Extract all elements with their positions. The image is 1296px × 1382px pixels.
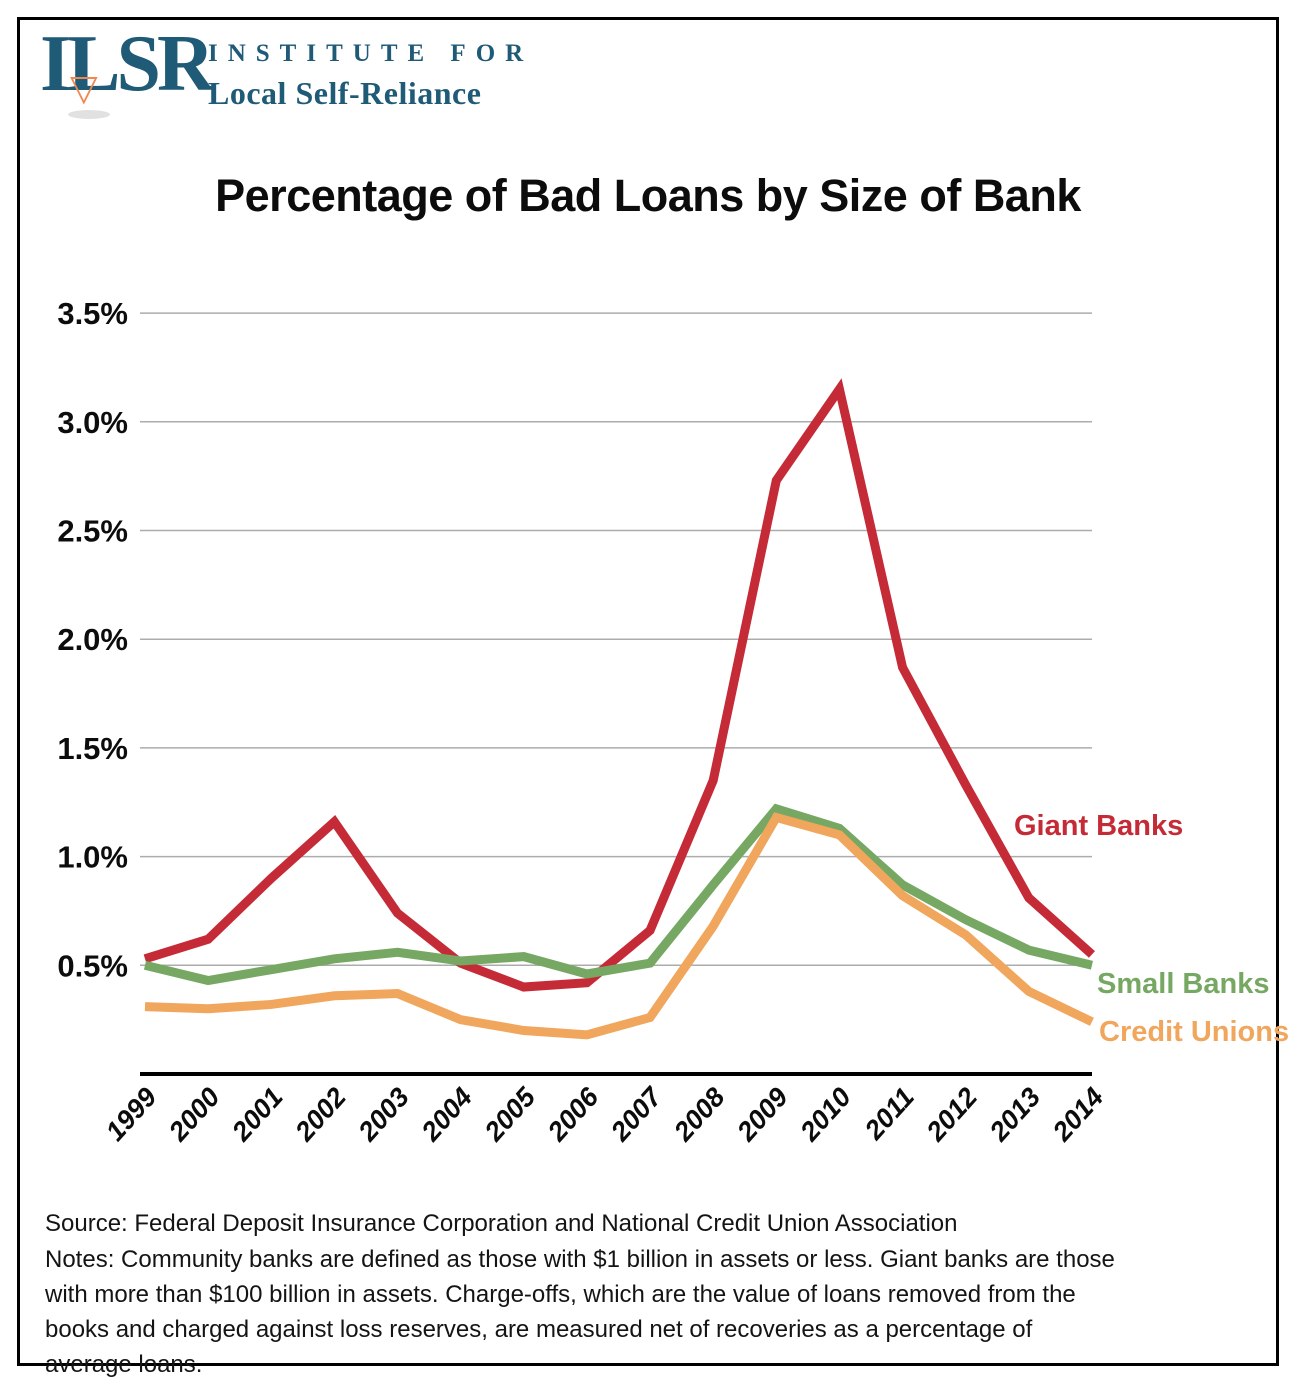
org-name-line1: INSTITUTE FOR — [208, 40, 534, 67]
y-tick-label: 1.5% — [57, 731, 128, 766]
legend-giant-banks: Giant Banks — [1014, 810, 1184, 842]
x-tick-label: 2012 — [920, 1082, 983, 1147]
x-tick-label: 2010 — [794, 1082, 857, 1147]
x-tick-label: 2014 — [1046, 1082, 1109, 1147]
x-tick-label: 2006 — [541, 1081, 605, 1147]
y-tick-label: 2.5% — [57, 514, 128, 549]
ilsr-logo-acronym: ILSR — [40, 20, 215, 108]
x-tick-label: 2004 — [415, 1082, 478, 1147]
x-tick-label: 2011 — [858, 1082, 920, 1146]
x-tick-label: 2005 — [478, 1081, 542, 1147]
x-tick-label: 2003 — [352, 1082, 415, 1147]
chart-title: Percentage of Bad Loans by Size of Bank — [215, 170, 1081, 221]
source-text: Source: Federal Deposit Insurance Corpor… — [45, 1210, 958, 1237]
legend-credit-unions: Credit Unions — [1099, 1016, 1290, 1048]
series-line-credit-unions — [144, 812, 1094, 1040]
page-border-frame — [17, 17, 1279, 1366]
x-tick-label: 2002 — [289, 1082, 352, 1147]
y-tick-label: 2.0% — [57, 622, 128, 657]
x-tick-label: 2013 — [983, 1082, 1046, 1147]
x-tick-label: 2009 — [731, 1082, 794, 1147]
y-tick-label: 0.5% — [57, 948, 128, 983]
org-name-line2: Local Self-Reliance — [208, 75, 482, 111]
y-tick-label: 3.0% — [57, 405, 128, 440]
series-line-giant-banks — [143, 378, 1095, 992]
ilsr-logo-shadow — [68, 110, 110, 119]
x-tick-label: 2008 — [667, 1082, 730, 1147]
notes-text: Notes: Community banks are defined as th… — [45, 1246, 1115, 1378]
x-tick-label: 2007 — [604, 1080, 668, 1147]
y-tick-label: 1.0% — [57, 840, 128, 875]
ilsr-logo-triangle-icon: ▽ — [70, 68, 98, 109]
legend-small-banks: Small Banks — [1097, 968, 1270, 1000]
ilsr-logo-wordmark: INSTITUTE FOR Local Self-Reliance — [208, 40, 533, 112]
series-line-small-banks — [143, 803, 1094, 986]
footer: Source: Federal Deposit Insurance Corpor… — [45, 1206, 1120, 1382]
x-tick-label: 2001 — [226, 1082, 289, 1147]
y-tick-label: 3.5% — [57, 296, 128, 331]
x-tick-label: 2000 — [162, 1082, 225, 1147]
x-tick-label: 1999 — [100, 1082, 162, 1147]
